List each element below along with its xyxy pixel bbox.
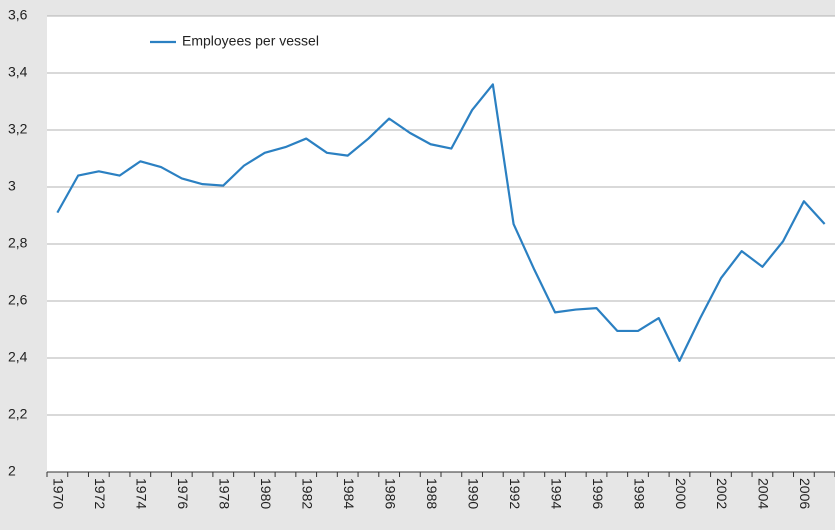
x-tick-label: 1978 xyxy=(217,478,233,509)
x-tick-label: 1982 xyxy=(300,478,316,509)
x-tick-label: 1986 xyxy=(382,478,398,509)
x-tick-label: 1996 xyxy=(590,478,606,509)
x-tick-label: 1970 xyxy=(51,478,67,509)
y-tick-label: 3 xyxy=(8,178,16,194)
x-tick-label: 2000 xyxy=(673,478,689,509)
y-tick-label: 2 xyxy=(8,463,16,479)
y-tick-label: 2,6 xyxy=(8,292,28,308)
y-tick-label: 3,4 xyxy=(8,64,28,80)
x-tick-label: 2002 xyxy=(714,478,730,509)
x-tick-label: 1972 xyxy=(92,478,108,509)
y-tick-label: 3,2 xyxy=(8,121,28,137)
data-line xyxy=(56,83,826,362)
y-tick-label: 2,8 xyxy=(8,235,28,251)
x-tick-label: 1976 xyxy=(175,478,191,509)
x-tick-label: 1994 xyxy=(548,478,564,509)
x-tick-label: 1990 xyxy=(465,478,481,509)
x-tick-label: 2004 xyxy=(756,478,772,509)
x-tick-label: 1992 xyxy=(507,478,523,509)
y-tick-label: 2,2 xyxy=(8,406,28,422)
x-tick-label: 1984 xyxy=(341,478,357,509)
x-tick-label: 1974 xyxy=(134,478,150,509)
y-tick-label: 3,6 xyxy=(8,7,28,23)
x-tick-label: 1980 xyxy=(258,478,274,509)
x-tick-label: 1988 xyxy=(424,478,440,509)
x-tick-label: 2006 xyxy=(797,478,813,509)
x-tick-label: 1998 xyxy=(631,478,647,509)
legend-label: Employees per vessel xyxy=(182,33,319,49)
y-tick-label: 2,4 xyxy=(8,349,28,365)
